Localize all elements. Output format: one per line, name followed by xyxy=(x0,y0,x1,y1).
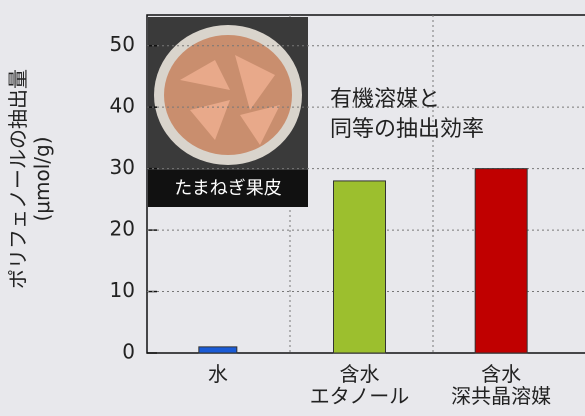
y-tick-label: 50 xyxy=(110,32,135,56)
y-axis-label: ポリフェノールの抽出量 (μmol/g) xyxy=(6,69,54,289)
photo xyxy=(148,17,308,207)
y-tick-label: 0 xyxy=(122,340,135,364)
x-tick-label: 含水 深共晶溶媒 xyxy=(451,362,552,408)
y-tick-label: 20 xyxy=(110,217,135,241)
x-tick-label: 含水 エタノール xyxy=(309,362,410,408)
y-tick-label: 40 xyxy=(110,94,135,118)
bar xyxy=(333,180,386,354)
y-tick-label: 10 xyxy=(110,278,135,302)
annotation: 有機溶媒と 同等の抽出効率 xyxy=(330,87,485,142)
bar xyxy=(474,168,528,354)
bar xyxy=(198,346,238,354)
x-tick-label: 水 xyxy=(207,362,228,386)
y-tick-label: 30 xyxy=(110,155,135,179)
image-caption: たまねぎ果皮 xyxy=(174,178,282,199)
